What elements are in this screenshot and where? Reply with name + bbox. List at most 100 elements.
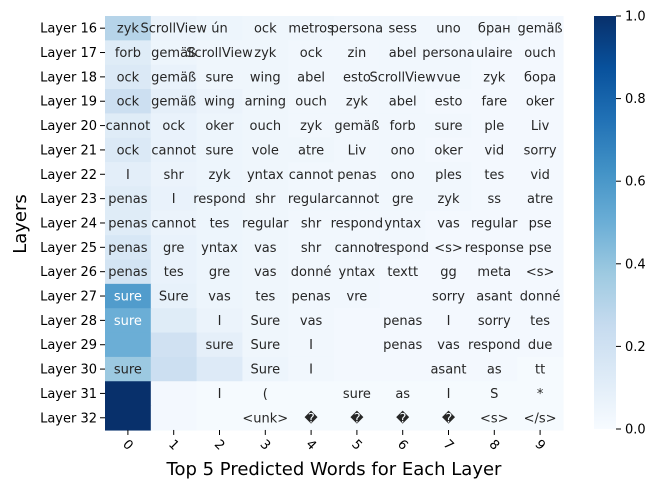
cell-annotation: sorry xyxy=(478,314,511,329)
cell-annotation: gemäß xyxy=(151,46,196,61)
cell-annotation: sess xyxy=(389,22,418,37)
heatmap-cell xyxy=(334,381,381,407)
x-axis-label: Top 5 Predicted Words for Each Layer xyxy=(166,459,503,480)
cell-annotation: zyk xyxy=(300,119,323,134)
heatmap-cell xyxy=(379,259,427,285)
cell-annotation: <unk> xyxy=(242,411,288,426)
cell-annotation: <s> xyxy=(480,411,509,426)
cell-annotation: cannot xyxy=(151,143,196,158)
cell-annotation: penas xyxy=(291,290,330,305)
heatmap-cell xyxy=(334,113,381,139)
cell-annotation: ono xyxy=(391,143,415,158)
cell-annotation: <s> xyxy=(434,241,463,256)
colorbar-tick-label: 0.8 xyxy=(625,92,646,107)
heatmap-cells xyxy=(105,16,564,431)
heatmap-cell xyxy=(242,210,289,236)
y-tick-label: Layer 29 xyxy=(40,338,97,353)
cell-annotation: Sure xyxy=(251,363,281,378)
cell-annotation: I xyxy=(447,387,451,402)
heatmap-cell xyxy=(517,162,564,188)
heatmap-cell xyxy=(517,235,564,261)
cell-annotation: <s> xyxy=(526,265,555,280)
heatmap-cell xyxy=(517,381,564,407)
cell-annotation: I xyxy=(126,168,130,183)
heatmap-cell xyxy=(150,137,198,163)
cell-annotation: arning xyxy=(245,95,286,110)
cell-annotation: I xyxy=(309,338,313,353)
heatmap-cell xyxy=(105,40,152,66)
heatmap-cell xyxy=(517,89,564,114)
cell-annotation: respond xyxy=(468,338,521,353)
heatmap-cell xyxy=(242,235,289,261)
cell-annotation: fare xyxy=(481,95,507,110)
heatmap-cell xyxy=(517,40,564,66)
heatmap-cell xyxy=(105,89,152,114)
cell-annotation: Sure xyxy=(251,314,281,329)
cell-annotation: tes xyxy=(255,290,275,305)
heatmap-cell xyxy=(471,381,518,407)
heatmap-cell xyxy=(105,64,152,90)
heatmap-cell xyxy=(471,113,518,139)
cell-annotation: vas xyxy=(254,241,277,256)
y-axis: Layer 16 Layer 17 Layer 18 Layer 19 Layer 20… xyxy=(40,22,105,426)
heatmap-cell xyxy=(288,381,335,407)
heatmap-cell xyxy=(425,113,472,139)
cell-annotation: atre xyxy=(298,143,324,158)
cell-annotation: ples xyxy=(435,168,462,183)
heatmap-cell xyxy=(334,259,381,285)
cell-annotation: vas xyxy=(208,290,231,305)
heatmap-cell xyxy=(196,210,243,236)
cell-annotation: sure xyxy=(205,143,233,158)
heatmap-cell xyxy=(196,283,243,309)
heatmap-cell xyxy=(425,259,472,285)
heatmap-cell xyxy=(242,405,289,431)
colorbar xyxy=(594,16,616,429)
heatmap-cell xyxy=(471,308,518,334)
y-tick-label: Layer 25 xyxy=(40,241,97,256)
heatmap-cell xyxy=(471,210,518,236)
cell-annotation: tes xyxy=(164,265,184,280)
cell-annotation: ouch xyxy=(250,119,282,134)
heatmap-cell xyxy=(425,283,472,309)
cell-annotation: ono xyxy=(391,168,415,183)
cell-annotation: penas xyxy=(383,338,422,353)
heatmap-cell xyxy=(150,332,198,358)
y-tick-label: Layer 30 xyxy=(40,363,97,378)
y-tick-label: Layer 27 xyxy=(40,290,97,305)
heatmap-cell xyxy=(242,186,289,212)
cell-annotation: Liv xyxy=(348,143,367,158)
y-tick-label: Layer 20 xyxy=(40,119,97,134)
cell-annotation: abel xyxy=(297,70,325,85)
cell-annotation: ouch xyxy=(295,95,327,110)
heatmap-cell xyxy=(425,332,472,358)
cell-annotation: shr xyxy=(164,168,185,183)
cell-annotation: gemäß xyxy=(334,119,379,134)
cell-annotation: ock xyxy=(162,119,185,134)
heatmap-cell xyxy=(196,235,243,261)
heatmap-cell xyxy=(517,356,564,382)
heatmap-cell xyxy=(196,259,243,285)
cell-annotation: cannot xyxy=(335,241,380,256)
cell-annotation: persona xyxy=(331,22,384,37)
heatmap-cell xyxy=(242,113,289,139)
heatmap-cell xyxy=(105,113,152,139)
heatmap-cell xyxy=(242,381,289,407)
heatmap-cell xyxy=(150,381,198,407)
cell-annotation: S xyxy=(490,387,498,402)
heatmap-cell xyxy=(334,332,381,358)
cell-annotation: gemäß xyxy=(151,95,196,110)
cell-annotation: vas xyxy=(254,265,277,280)
heatmap-cell xyxy=(379,332,427,358)
x-tick-label: 8 xyxy=(486,437,502,453)
heatmap-cell xyxy=(150,113,198,139)
y-axis-label: Layers xyxy=(10,194,31,254)
heatmap-cell xyxy=(379,89,427,114)
heatmap-cell xyxy=(379,64,427,90)
cell-annotation: donné xyxy=(520,290,561,305)
y-tick-label: Layer 23 xyxy=(40,192,97,207)
heatmap-cell xyxy=(105,308,152,334)
heatmap-cell xyxy=(242,162,289,188)
cell-annotation: esto xyxy=(343,70,371,85)
heatmap-cell xyxy=(288,137,335,163)
